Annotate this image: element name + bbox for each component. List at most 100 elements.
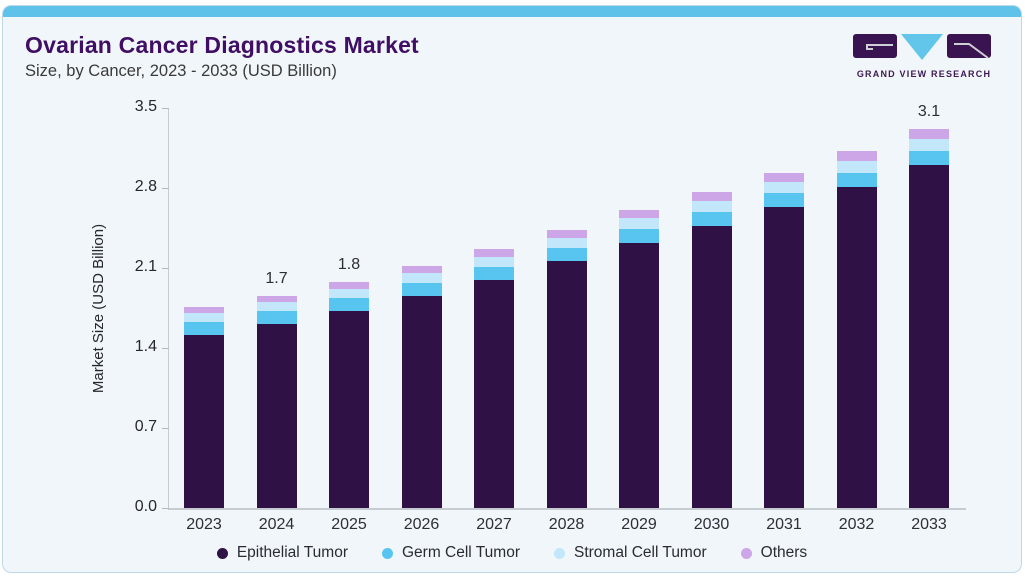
y-tick-label: 0.0 bbox=[134, 498, 157, 515]
bar-segment bbox=[474, 280, 514, 508]
bar-segment bbox=[184, 313, 224, 322]
legend-item: Germ Cell Tumor bbox=[381, 544, 520, 562]
legend-label: Stromal Cell Tumor bbox=[573, 544, 707, 561]
bar-group-2029 bbox=[619, 210, 659, 508]
bar-segment bbox=[329, 298, 369, 311]
x-axis-label: 2025 bbox=[331, 516, 367, 533]
y-tick-mark bbox=[162, 268, 169, 269]
page-title: Ovarian Cancer Diagnostics Market bbox=[25, 32, 419, 58]
bar-group-2033 bbox=[909, 129, 949, 508]
legend-label: Epithelial Tumor bbox=[236, 544, 348, 561]
y-tick-mark bbox=[162, 108, 169, 109]
bar-segment bbox=[256, 302, 297, 311]
bar-segment bbox=[836, 173, 877, 187]
bar-segment bbox=[909, 139, 949, 151]
bar-segment bbox=[329, 282, 369, 289]
bar-segment bbox=[836, 187, 877, 508]
bar-segment bbox=[474, 257, 514, 267]
x-axis-label: 2023 bbox=[186, 516, 222, 533]
bar-group-2023 bbox=[184, 307, 224, 508]
y-tick-label: 2.1 bbox=[134, 258, 157, 275]
x-axis-label: 2024 bbox=[258, 516, 295, 533]
legend-dot-icon bbox=[216, 547, 228, 559]
plot-area: 3.5 2.8 2.1 1.4 0.7 0.0 2023 2024 1.7 2025 1.8 2026… bbox=[135, 98, 966, 533]
bar-value-label: 3.1 bbox=[917, 103, 941, 120]
bar-segment bbox=[691, 201, 732, 212]
bar-segment bbox=[256, 311, 297, 324]
bar-segment bbox=[546, 248, 587, 261]
bar-group-2028 bbox=[546, 230, 587, 508]
y-tick-mark bbox=[162, 188, 169, 189]
legend-dot-icon bbox=[553, 547, 565, 559]
bar-segment bbox=[691, 192, 732, 201]
x-axis-label: 2026 bbox=[403, 516, 440, 533]
bar-segment bbox=[184, 307, 224, 313]
bar-value-label: 1.8 bbox=[337, 256, 361, 273]
y-tick-mark bbox=[162, 508, 169, 509]
bar-segment bbox=[836, 161, 877, 173]
bar-group-2024 bbox=[256, 296, 297, 508]
bar-group-2032 bbox=[836, 151, 877, 508]
bar-segment bbox=[764, 173, 804, 182]
bar-segment bbox=[184, 322, 224, 335]
y-tick-label: 0.7 bbox=[134, 418, 157, 435]
bar-segment bbox=[474, 267, 514, 280]
bar-segment bbox=[691, 212, 732, 226]
bar-segment bbox=[909, 165, 949, 508]
y-tick-label: 1.4 bbox=[134, 338, 157, 355]
y-tick-mark bbox=[162, 428, 169, 429]
legend-item: Others bbox=[740, 544, 808, 562]
x-axis-label: 2027 bbox=[476, 516, 512, 533]
x-axis-label: 2032 bbox=[838, 516, 875, 533]
legend-label: Germ Cell Tumor bbox=[401, 544, 520, 561]
bar-segment bbox=[909, 129, 949, 139]
bar-group-2031 bbox=[764, 173, 804, 508]
bar-group-2027 bbox=[474, 249, 514, 508]
bar-segment bbox=[401, 283, 442, 296]
y-tick-label: 2.8 bbox=[134, 178, 157, 195]
bar-segment bbox=[256, 324, 297, 508]
bar-segment bbox=[764, 182, 804, 193]
x-axis-label: 2029 bbox=[621, 516, 657, 533]
bar-segment bbox=[401, 273, 442, 283]
legend-item: Stromal Cell Tumor bbox=[553, 544, 707, 562]
x-axis-label: 2030 bbox=[693, 516, 730, 533]
bar-segment bbox=[619, 218, 659, 229]
bar-segment bbox=[619, 243, 659, 508]
gvr-logo: GRAND VIEW RESEARCH bbox=[853, 32, 995, 79]
bar-group-2025 bbox=[329, 282, 369, 508]
bar-segment bbox=[619, 210, 659, 218]
x-axis-label: 2028 bbox=[548, 516, 585, 533]
legend-label: Others bbox=[760, 544, 808, 561]
gvr-logo-text: GRAND VIEW RESEARCH bbox=[856, 69, 992, 79]
bar-segment bbox=[546, 261, 587, 508]
bar-segment bbox=[329, 289, 369, 298]
bar-segment bbox=[691, 226, 732, 508]
bar-segment bbox=[474, 249, 514, 257]
y-axis-title: Market Size (USD Billion) bbox=[90, 223, 108, 393]
page-subtitle: Size, by Cancer, 2023 - 2033 (USD Billio… bbox=[25, 62, 337, 80]
bar-segment bbox=[764, 193, 804, 207]
bar-segment bbox=[836, 151, 877, 161]
y-tick-mark bbox=[162, 348, 169, 349]
legend-dot-icon bbox=[381, 547, 393, 559]
legend: Epithelial Tumor Germ Cell Tumor Stromal C… bbox=[3, 544, 1021, 562]
legend-dot-icon bbox=[740, 547, 752, 559]
bar-segment bbox=[764, 207, 804, 508]
bar-segment bbox=[184, 335, 224, 508]
x-axis-label: 2031 bbox=[766, 516, 802, 533]
bar-group-2030 bbox=[691, 192, 732, 508]
bar-value-label: 1.7 bbox=[265, 270, 288, 287]
bar-segment bbox=[909, 151, 949, 165]
legend-item: Epithelial Tumor bbox=[216, 544, 348, 562]
x-axis-label: 2033 bbox=[911, 516, 947, 533]
top-accent-bar bbox=[3, 6, 1021, 17]
chart-card: Ovarian Cancer Diagnostics Market Size, … bbox=[2, 5, 1022, 573]
bar-segment bbox=[329, 311, 369, 508]
y-tick-label: 3.5 bbox=[134, 98, 157, 115]
bar-segment bbox=[401, 266, 442, 273]
bar-segment bbox=[546, 230, 587, 238]
bar-segment bbox=[256, 296, 297, 302]
bar-segment bbox=[401, 296, 442, 508]
bar-segment bbox=[619, 229, 659, 243]
